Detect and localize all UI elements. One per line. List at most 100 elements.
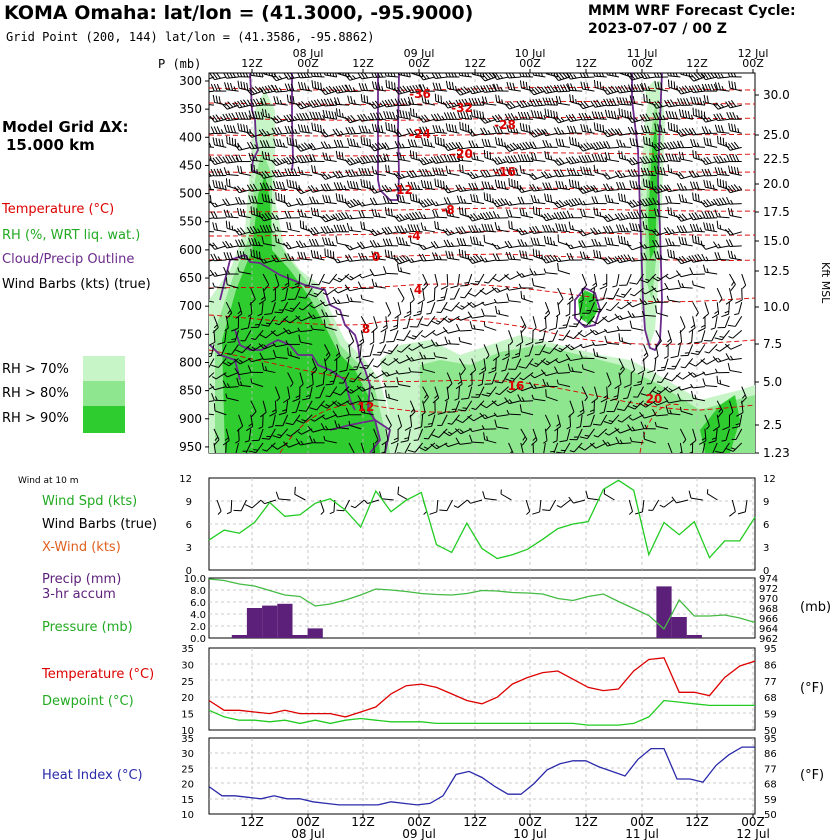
wind-barb-half <box>530 374 535 379</box>
wind-barb-flag <box>549 237 553 245</box>
wind-barb-flag <box>494 221 498 230</box>
wind-barb-flag <box>713 83 718 92</box>
wind-barb <box>469 358 477 376</box>
wind-barb-flag <box>530 152 534 161</box>
wind-barb-flag <box>344 159 351 166</box>
wind-barb-shaft <box>692 90 705 94</box>
wind-barb-flag <box>487 181 491 190</box>
wind-barb-flag <box>610 237 614 246</box>
wind-barb-flag <box>599 251 602 259</box>
wind-barb-flag <box>504 241 510 249</box>
wind-barb-flag <box>529 268 534 276</box>
wind-barb-half <box>663 128 666 133</box>
wind-barb-half <box>430 142 433 147</box>
wind-barb <box>675 213 693 222</box>
wind-barb <box>298 287 313 299</box>
wind-barb-flag <box>358 252 363 261</box>
wind-barb <box>296 414 313 424</box>
wind-barb <box>333 139 350 148</box>
wind-barb-half <box>323 435 326 441</box>
wind-barb-flag <box>558 223 562 232</box>
wind-barb <box>381 142 399 150</box>
wind-barb-flag <box>310 100 317 108</box>
wind-barb <box>651 184 669 194</box>
wind-barb-shaft <box>610 414 620 425</box>
wind-barb <box>664 372 681 382</box>
wind-barb-flag <box>688 255 694 263</box>
wind-barb <box>569 428 583 441</box>
wind-barb-shaft <box>573 329 583 340</box>
wind-barb-half <box>405 241 408 246</box>
wind-barb-shaft <box>631 259 644 262</box>
wind-barb <box>418 243 436 251</box>
wind-barb-flag <box>267 73 271 76</box>
wind-barb-flag <box>541 129 547 137</box>
wind-barb-flag <box>517 111 522 120</box>
wind-barb <box>209 412 215 416</box>
wind-barb-flag <box>435 167 439 176</box>
wind-barb-flag <box>323 183 329 191</box>
wind-barb-shaft <box>325 326 337 331</box>
wind-barb-half <box>242 450 248 452</box>
wind-barb-flag <box>489 84 494 92</box>
wind-barb-flag <box>700 115 706 123</box>
wind-barb <box>582 315 595 326</box>
wind-barb <box>209 172 215 178</box>
wind-barb-flag <box>627 110 629 119</box>
wind-barb <box>688 73 706 82</box>
wind-barb-flag <box>602 173 608 180</box>
wind-barb-flag <box>639 114 645 122</box>
wind-barb-shaft <box>250 400 257 412</box>
wind-barb-flag <box>323 98 329 107</box>
wind-barb-flag <box>492 355 500 362</box>
wind-barb-flag <box>270 444 278 450</box>
wind-barb-flag <box>406 354 412 362</box>
wind-barb-flag <box>421 73 427 80</box>
wind-barb-flag <box>553 110 556 119</box>
wind-barb <box>430 339 448 347</box>
wind-barb-flag <box>326 98 332 106</box>
wind-barb-shaft <box>631 327 644 331</box>
wind-barb <box>504 112 521 121</box>
wind-barb-half <box>682 439 687 444</box>
wind-barb-flag <box>243 124 246 133</box>
wind-barb-flag <box>520 154 525 162</box>
wind-barb <box>357 395 374 403</box>
wind-barb-flag <box>364 168 369 176</box>
wind-barb <box>557 262 571 275</box>
wind-barb <box>602 256 620 265</box>
wind-barb-half <box>582 323 587 326</box>
wind-barb <box>259 140 276 148</box>
wind-barb <box>627 254 644 262</box>
wind-barb-flag <box>382 195 387 204</box>
wind-barb-shaft <box>397 302 402 314</box>
wind-barb-flag <box>283 327 289 335</box>
wind-barb-flag <box>629 137 633 146</box>
wind-barb-shaft <box>235 442 240 453</box>
wind-barb <box>332 273 350 283</box>
wind-barb-half <box>427 422 433 425</box>
wind-barb-half <box>509 341 514 346</box>
wind-barb-flag <box>578 445 586 451</box>
wind-barb <box>222 358 239 367</box>
wind-barb <box>506 409 521 416</box>
wind-barb <box>223 209 239 219</box>
wind-barb-flag <box>329 98 335 106</box>
wind-barb <box>491 400 509 407</box>
wind-barb-flag <box>223 167 228 175</box>
wind-barb-shaft <box>238 172 251 177</box>
wind-barb <box>222 73 239 79</box>
wind-barb-shaft <box>214 186 227 191</box>
wind-barb-half <box>477 383 483 387</box>
wind-barb-flag <box>463 111 467 119</box>
wind-barb-shaft <box>533 285 546 289</box>
wind-barb-half <box>402 155 405 161</box>
wind-barb-flag <box>371 123 375 132</box>
wind-barb <box>479 211 497 221</box>
wind-barb-flag <box>697 236 700 245</box>
wind-barb-flag <box>435 125 439 133</box>
wind-barb <box>553 169 570 178</box>
wind-barb-flag <box>259 140 264 148</box>
wind-barb <box>688 442 694 453</box>
wind-barb-half <box>427 99 430 105</box>
